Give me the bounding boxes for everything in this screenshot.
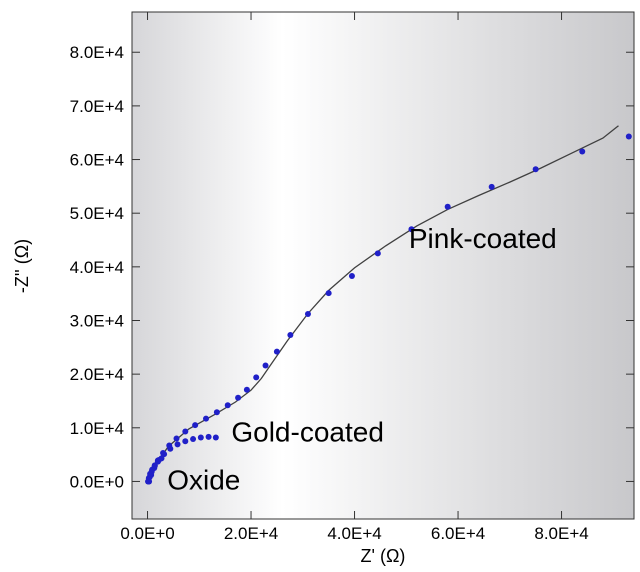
y-tick-label: 3.0E+4	[70, 311, 124, 330]
pink-coated-point	[444, 203, 451, 210]
gold-coated-point	[167, 445, 174, 452]
gold-coated-point	[205, 433, 212, 440]
tick-labels: 0.0E+0 2.0E+4 4.0E+4 6.0E+4 8.0E+4 0.0E+0 1.0E…	[70, 43, 589, 543]
pink-coated-point	[224, 402, 231, 409]
pink-coated-point	[203, 415, 210, 422]
gold-coated-point	[212, 434, 219, 441]
pink-coated-fit-line	[147, 125, 619, 482]
pink-coated-point	[192, 422, 199, 429]
data-points	[145, 133, 632, 485]
pink-coated-point	[304, 311, 311, 318]
axis-ticks	[132, 12, 634, 519]
y-tick-label: 7.0E+4	[70, 97, 124, 116]
x-tick-label: 0.0E+0	[120, 524, 174, 543]
gold-coated-point	[174, 441, 181, 448]
pink-coated-point	[235, 394, 242, 401]
pink-coated-point	[253, 374, 260, 381]
pink-coated-point	[374, 250, 381, 257]
pink-coated-point	[243, 386, 250, 393]
pink-coated-label: Pink-coated	[409, 223, 557, 254]
fit-lines	[147, 125, 619, 482]
pink-coated-point	[579, 148, 586, 155]
x-tick-label: 8.0E+4	[534, 524, 588, 543]
y-tick-label: 5.0E+4	[70, 204, 124, 223]
y-tick-label: 2.0E+4	[70, 365, 124, 384]
gold-coated-point	[182, 438, 189, 445]
x-tick-label: 6.0E+4	[431, 524, 485, 543]
oxide-label: Oxide	[167, 464, 240, 495]
pink-coated-point	[173, 435, 180, 442]
y-tick-label: 1.0E+4	[70, 419, 124, 438]
gold-coated-label: Gold-coated	[231, 417, 384, 448]
pink-coated-point	[348, 272, 355, 279]
pink-coated-point	[532, 166, 539, 173]
pink-coated-point	[325, 290, 332, 297]
x-axis-title: Z' (Ω)	[361, 546, 406, 566]
series-labels: Pink-coated Gold-coated Oxide	[167, 223, 557, 495]
y-axis-title: -Z'' (Ω)	[12, 239, 32, 293]
y-tick-label: 0.0E+0	[70, 472, 124, 491]
pink-coated-point	[408, 226, 415, 233]
pink-coated-point	[625, 133, 632, 140]
oxide-point	[158, 455, 165, 462]
pink-coated-point	[262, 362, 269, 369]
pink-coated-point	[213, 409, 220, 416]
x-tick-label: 2.0E+4	[224, 524, 278, 543]
y-tick-label: 8.0E+4	[70, 43, 124, 62]
x-tick-label: 4.0E+4	[327, 524, 381, 543]
pink-coated-point	[287, 331, 294, 338]
gold-coated-point	[197, 434, 204, 441]
gold-coated-point	[190, 436, 197, 443]
pink-coated-point	[182, 428, 189, 435]
y-tick-label: 6.0E+4	[70, 151, 124, 170]
y-tick-label: 4.0E+4	[70, 258, 124, 277]
pink-coated-point	[488, 183, 495, 190]
pink-coated-point	[273, 348, 280, 355]
